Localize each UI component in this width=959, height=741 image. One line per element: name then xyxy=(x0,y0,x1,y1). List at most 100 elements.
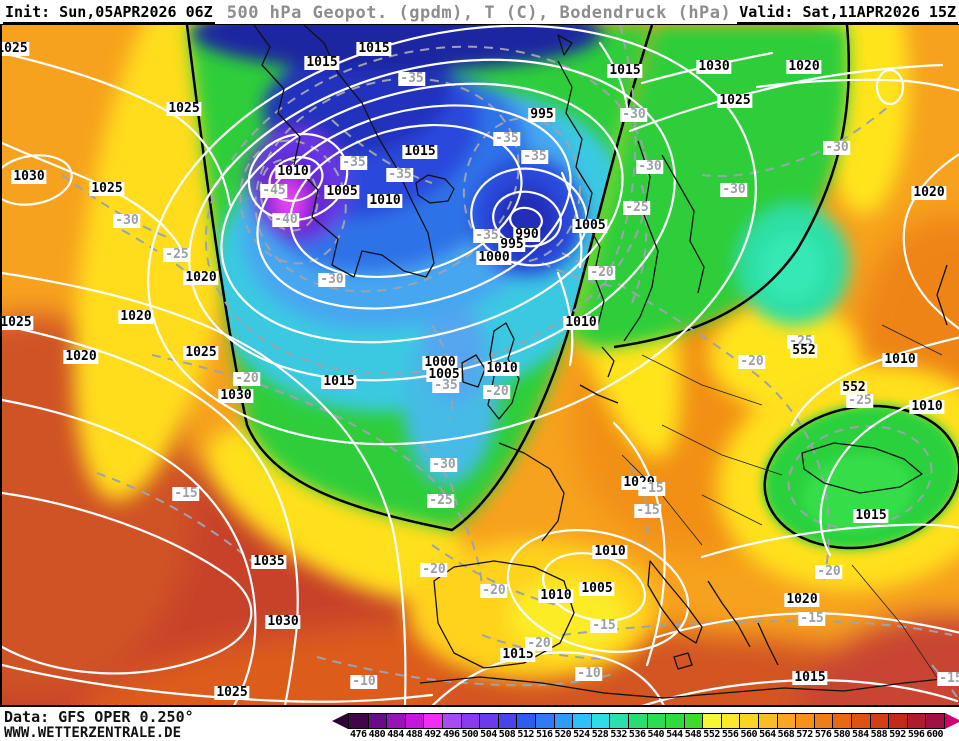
colorbar-cell: 496 xyxy=(441,714,461,740)
pressure-label: 1030 xyxy=(218,388,254,403)
pressure-label: 1015 xyxy=(356,41,392,56)
temperature-label: -15 xyxy=(638,481,666,496)
map-label-layer: 1025 1025 1030 1025 1010 1005 1015 1015 1015 995 1… xyxy=(2,25,959,706)
temperature-label: -25 xyxy=(427,493,455,508)
pressure-label: 1025 xyxy=(0,315,34,330)
temperature-label: -35 xyxy=(432,378,460,393)
temperature-label: -10 xyxy=(575,666,603,681)
temperature-label: -45 xyxy=(260,183,288,198)
pressure-label: 1015 xyxy=(304,55,340,70)
coastlines xyxy=(253,25,959,699)
pressure-label: 1030 xyxy=(11,169,47,184)
temperature-label: -15 xyxy=(634,503,662,518)
temperature-label: -35 xyxy=(521,149,549,164)
colorbar-cell: 476 xyxy=(349,714,368,740)
weather-map: 1025 1025 1030 1025 1010 1005 1015 1015 1015 995 1… xyxy=(0,24,959,706)
colorbar-cell: 480 xyxy=(367,714,387,740)
temperature-label: -30 xyxy=(113,213,141,228)
colorbar-cell: 488 xyxy=(404,714,424,740)
chart-title: 500 hPa Geopot. (gpdm), T (C), Bodendruc… xyxy=(226,3,732,23)
height-label: 552 xyxy=(840,380,868,395)
init-datetime: Init: Sun,05APR2026 06Z xyxy=(3,2,215,24)
temperature-label: -15 xyxy=(798,611,826,626)
pressure-label: 1005 xyxy=(426,367,462,382)
temperature-label: -20 xyxy=(588,265,616,280)
temperature-label: -20 xyxy=(480,583,508,598)
temperature-label: -20 xyxy=(815,564,843,579)
pressure-label: 1020 xyxy=(784,592,820,607)
pressure-label: 1010 xyxy=(592,544,628,559)
pressure-label: 1035 xyxy=(251,554,287,569)
colorbar-cell: 492 xyxy=(423,714,442,740)
colorbar-cell: 528 xyxy=(590,714,610,740)
pressure-label: 1010 xyxy=(882,352,918,367)
pressure-label: 1025 xyxy=(717,93,753,108)
colorbar-cell: 588 xyxy=(869,714,889,740)
temperature-label: -35 xyxy=(473,228,501,243)
temperature-label: -25 xyxy=(163,247,191,262)
pressure-label: 1015 xyxy=(402,144,438,159)
colorbar-cell: 580 xyxy=(832,714,852,740)
pressure-label: 1025 xyxy=(89,181,125,196)
chart-header: Init: Sun,05APR2026 06Z 500 hPa Geopot. … xyxy=(0,0,959,24)
colorbar-cells: 476 480 484 488 492 496 500 504 508 512 516 520 524 5… xyxy=(348,713,945,740)
colorbar-cell: 548 xyxy=(683,714,703,740)
colorbar-cell: 600 xyxy=(925,714,944,740)
colorbar-cell: 500 xyxy=(460,714,480,740)
temperature-label: -20 xyxy=(483,384,511,399)
pressure-label: 1010 xyxy=(909,399,945,414)
pressure-label: 1005 xyxy=(572,218,608,233)
colorbar-cell: 520 xyxy=(553,714,573,740)
pressure-label: 1020 xyxy=(118,309,154,324)
temperature-label: -30 xyxy=(823,140,851,155)
colorbar-cell: 544 xyxy=(665,714,684,740)
pressure-label: 1010 xyxy=(484,361,520,376)
pressure-label: 1030 xyxy=(696,59,732,74)
temperature-label: -10 xyxy=(350,674,378,689)
colorbar-arrow-right xyxy=(945,713,959,729)
temperature-label: -35 xyxy=(386,167,414,182)
colorbar-cell: 524 xyxy=(572,714,591,740)
colorbar-cell: 532 xyxy=(609,714,628,740)
pressure-label: 1000 xyxy=(422,355,458,370)
temperature-label: -15 xyxy=(172,486,200,501)
pressure-label: 1010 xyxy=(563,315,599,330)
temperature-label: -15 xyxy=(937,672,959,686)
colorbar-cell: 568 xyxy=(776,714,796,740)
pressure-label: 995 xyxy=(528,107,556,122)
footer-text: Data: GFS OPER 0.250° WWW.WETTERZENTRALE… xyxy=(4,709,194,741)
pressure-label: 1015 xyxy=(321,374,357,389)
pressure-label: 1020 xyxy=(786,59,822,74)
colorbar-cell: 556 xyxy=(720,714,740,740)
colorbar-cell: 536 xyxy=(627,714,647,740)
colorbar: 476 480 484 488 492 496 500 504 508 512 516 520 524 5… xyxy=(332,713,959,740)
pressure-label: 1000 xyxy=(476,250,512,265)
temperature-label: -30 xyxy=(620,107,648,122)
colorbar-cell: 512 xyxy=(516,714,535,740)
pressure-label: 1025 xyxy=(214,685,250,700)
temperature-label: -20 xyxy=(525,636,553,651)
pressure-label: 1005 xyxy=(579,581,615,596)
pressure-label: 1015 xyxy=(792,670,828,685)
height-label: 552 xyxy=(790,343,818,358)
pressure-label: 1015 xyxy=(500,647,536,662)
colorbar-cell: 552 xyxy=(702,714,721,740)
pressure-label: 1015 xyxy=(607,63,643,78)
colorbar-cell: 484 xyxy=(386,714,405,740)
pressure-label: 1010 xyxy=(538,588,574,603)
colorbar-arrow-left xyxy=(332,713,348,729)
pressure-label: 1025 xyxy=(183,345,219,360)
temperature-label: -40 xyxy=(272,212,300,227)
colorbar-cell: 540 xyxy=(646,714,666,740)
temperature-label: -20 xyxy=(420,562,448,577)
colorbar-cell: 560 xyxy=(739,714,759,740)
colorbar-cell: 576 xyxy=(813,714,833,740)
temperature-label: -35 xyxy=(493,131,521,146)
pressure-label: 1020 xyxy=(911,185,947,200)
temperature-label: -30 xyxy=(318,272,346,287)
model-info: Data: GFS OPER 0.250° xyxy=(4,708,194,726)
temperature-label: -15 xyxy=(590,618,618,633)
chart-footer: Data: GFS OPER 0.250° WWW.WETTERZENTRALE… xyxy=(0,705,959,741)
colorbar-cell: 516 xyxy=(534,714,554,740)
